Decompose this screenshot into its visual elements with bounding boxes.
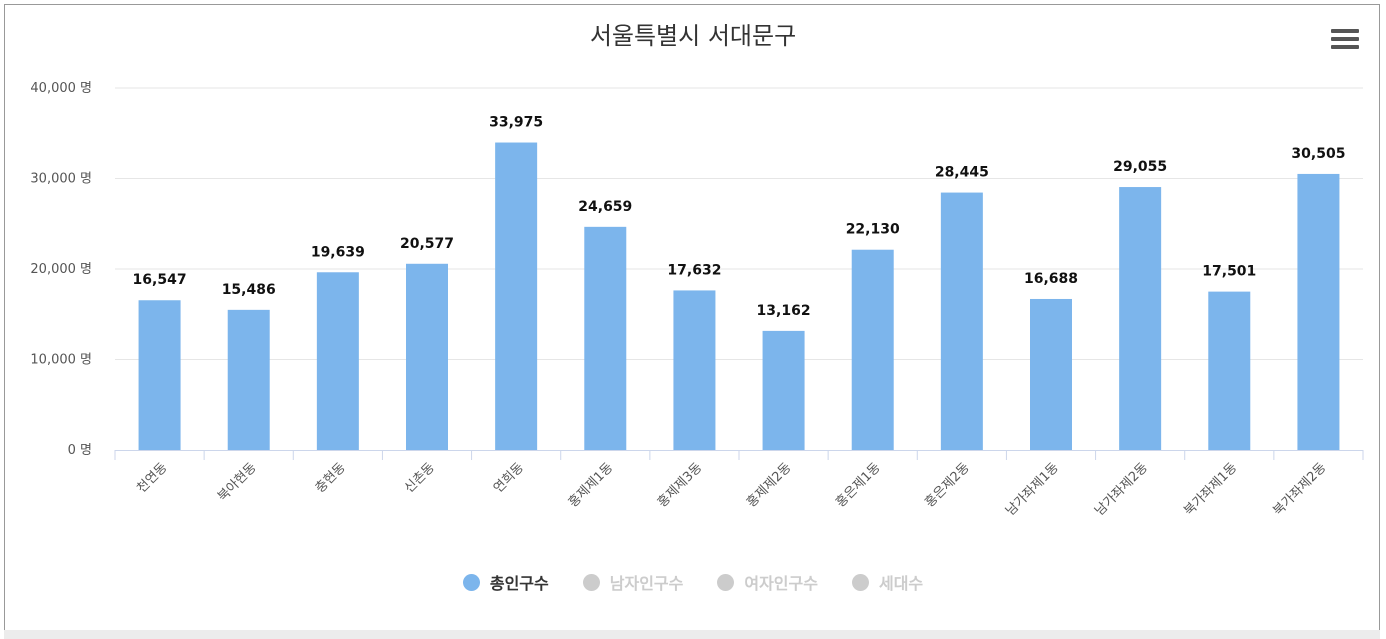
legend-item[interactable]: 총인구수	[462, 570, 549, 594]
hamburger-menu-icon[interactable]	[1331, 29, 1359, 51]
x-tick-label: 북아현동	[215, 460, 259, 504]
legend-item[interactable]: 여자인구수	[717, 570, 818, 594]
data-label: 28,445	[935, 165, 989, 181]
y-tick-label: 20,000 명	[30, 262, 92, 277]
x-tick-label: 홍은제1동	[833, 460, 883, 510]
x-tick-label: 신촌동	[402, 460, 438, 496]
x-tick-label: 홍제제2동	[744, 460, 794, 510]
x-tick-label: 충현동	[313, 460, 349, 496]
y-tick-label: 40,000 명	[30, 81, 92, 96]
legend-marker-icon	[717, 573, 735, 591]
x-tick-label: 홍은제2동	[922, 460, 972, 510]
x-tick-label: 홍제제3동	[655, 460, 705, 510]
x-tick-label: 북가좌제2동	[1271, 460, 1330, 519]
legend: 총인구수 남자인구수 여자인구수 세대수	[0, 570, 1386, 594]
data-label: 30,505	[1291, 146, 1345, 162]
bar[interactable]	[673, 290, 716, 450]
bar[interactable]	[316, 272, 359, 450]
data-label: 17,501	[1202, 264, 1256, 280]
legend-marker-icon	[582, 573, 600, 591]
bar[interactable]	[1119, 187, 1162, 450]
bar[interactable]	[940, 192, 983, 450]
legend-marker-icon	[462, 573, 480, 591]
x-tick-label: 천연동	[134, 460, 170, 496]
data-label: 33,975	[489, 115, 543, 131]
bar[interactable]	[495, 142, 538, 450]
data-label: 16,547	[133, 272, 187, 288]
x-tick-label: 남가좌제2동	[1092, 460, 1151, 519]
x-tick-label: 남가좌제1동	[1003, 460, 1062, 519]
bar[interactable]	[1208, 291, 1251, 450]
legend-item[interactable]: 남자인구수	[582, 570, 684, 594]
legend-label: 세대수	[878, 574, 924, 593]
data-label: 19,639	[311, 244, 365, 260]
data-label: 24,659	[578, 199, 632, 215]
bottom-strip	[4, 630, 1380, 639]
bar[interactable]	[227, 309, 270, 450]
y-tick-label: 10,000 명	[30, 353, 92, 368]
x-tick-label: 북가좌제1동	[1181, 460, 1240, 519]
data-label: 15,486	[222, 282, 276, 298]
legend-label: 남자인구수	[609, 574, 684, 593]
data-label: 17,632	[667, 262, 721, 278]
bar[interactable]	[584, 226, 627, 450]
y-tick-label: 30,000 명	[30, 172, 92, 187]
legend-label: 총인구수	[489, 574, 549, 593]
bar[interactable]	[138, 300, 181, 450]
chart-title: 서울특별시 서대문구	[589, 22, 797, 50]
y-tick-label: 0 명	[68, 443, 92, 458]
legend-marker-icon	[851, 573, 869, 591]
data-label: 29,055	[1113, 159, 1167, 175]
x-tick-label: 연희동	[491, 460, 527, 496]
legend-label: 여자인구수	[744, 574, 818, 593]
data-label: 16,688	[1024, 271, 1078, 287]
bar[interactable]	[762, 330, 805, 450]
bar[interactable]	[406, 263, 448, 450]
data-label: 20,577	[400, 236, 454, 252]
bar[interactable]	[1030, 298, 1072, 450]
x-tick-label: 홍제제1동	[566, 460, 616, 510]
data-label: 22,130	[846, 222, 900, 238]
data-label: 13,162	[757, 303, 811, 319]
bar[interactable]	[1297, 173, 1340, 450]
bar[interactable]	[851, 249, 894, 450]
legend-item[interactable]: 세대수	[851, 570, 924, 594]
